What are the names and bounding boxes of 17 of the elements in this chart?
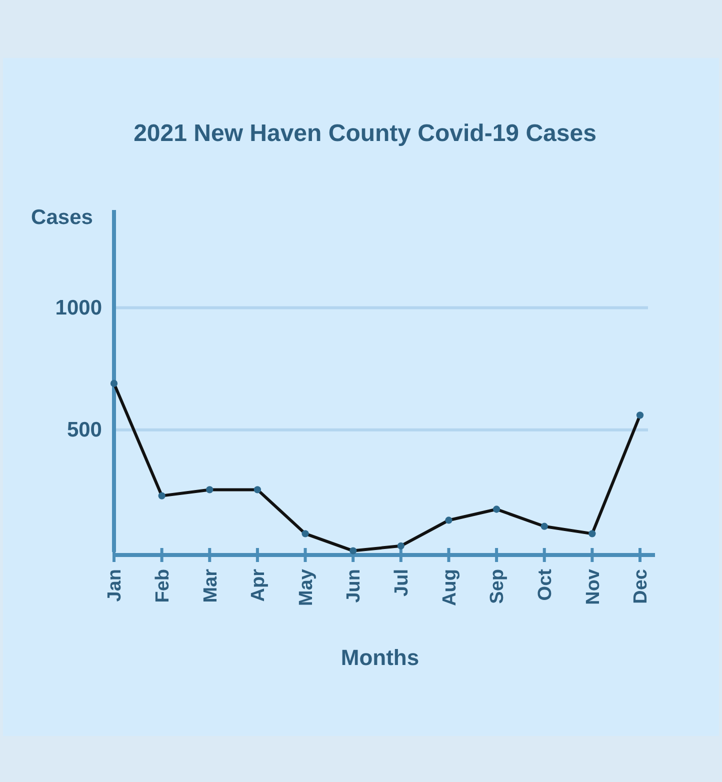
- x-tick-label: Aug: [439, 569, 460, 606]
- y-axis-title: Cases: [31, 206, 93, 229]
- x-tick-label: Jul: [392, 569, 413, 596]
- x-axis-title: Months: [340, 645, 420, 670]
- chart-title: 2021 New Haven County Covid-19 Cases: [134, 120, 596, 147]
- x-tick-label: Jan: [104, 569, 126, 602]
- x-tick-label: Dec: [630, 568, 652, 604]
- x-tick-label: Oct: [535, 568, 556, 601]
- x-tick-label: Sep: [487, 569, 508, 604]
- y-tick-label: 500: [66, 418, 102, 442]
- x-tick-label: Nov: [582, 568, 604, 605]
- x-tick-label: May: [296, 568, 317, 606]
- x-tick-label: Mar: [200, 568, 222, 603]
- x-tick-label: Apr: [248, 568, 270, 602]
- x-tick-label: Jun: [344, 569, 365, 603]
- y-tick-label: 1000: [55, 296, 102, 320]
- x-tick-label: Feb: [152, 569, 174, 603]
